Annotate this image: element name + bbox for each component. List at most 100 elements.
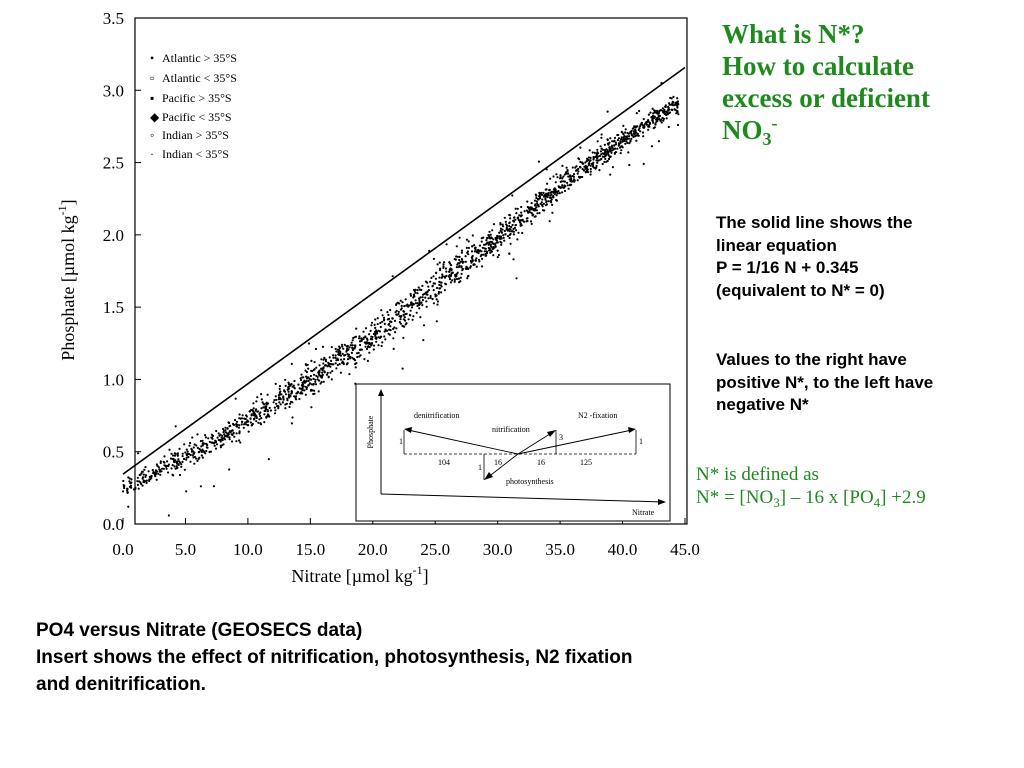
data-point	[509, 237, 511, 239]
data-point	[228, 468, 230, 470]
data-point	[204, 452, 206, 454]
data-point	[370, 324, 372, 326]
data-point	[409, 314, 411, 316]
data-point	[227, 427, 229, 429]
data-point	[154, 471, 156, 473]
data-point	[262, 406, 264, 408]
data-point	[330, 360, 332, 362]
data-point	[403, 311, 405, 313]
data-point	[268, 414, 270, 416]
data-point	[413, 295, 415, 297]
legend-marker: ▫	[150, 71, 154, 85]
data-point	[287, 389, 289, 391]
data-point	[626, 137, 628, 139]
data-point	[201, 449, 203, 451]
data-point	[211, 438, 213, 440]
data-point	[323, 357, 325, 359]
data-point	[595, 167, 597, 169]
data-point	[570, 184, 572, 186]
data-point	[654, 122, 656, 124]
data-point	[517, 232, 519, 234]
data-point	[625, 128, 627, 130]
data-point	[474, 250, 476, 252]
data-point	[504, 233, 506, 235]
data-point	[614, 153, 616, 155]
data-point	[209, 441, 211, 443]
data-point	[613, 145, 615, 147]
data-point	[340, 372, 342, 374]
data-point	[450, 275, 452, 277]
data-point	[583, 169, 585, 171]
data-point	[672, 102, 674, 104]
data-point	[231, 440, 233, 442]
data-point	[521, 219, 523, 221]
explanation-line: (equivalent to N* = 0)	[716, 280, 1021, 303]
data-point	[418, 299, 420, 301]
data-point	[559, 192, 561, 194]
data-point	[291, 416, 293, 418]
data-point	[310, 375, 312, 377]
data-point	[528, 207, 530, 209]
data-point	[509, 217, 511, 219]
data-point	[143, 469, 145, 471]
data-point	[596, 162, 598, 164]
heading-line: How to calculate	[722, 50, 1017, 82]
data-point	[255, 400, 257, 402]
data-point	[174, 455, 176, 457]
data-point	[426, 291, 428, 293]
data-point	[215, 430, 217, 432]
data-point	[126, 492, 128, 494]
data-point	[460, 265, 462, 267]
data-point	[252, 402, 254, 404]
data-point	[590, 165, 592, 167]
data-point	[444, 289, 446, 291]
data-point	[467, 268, 469, 270]
data-point	[485, 239, 487, 241]
x-tick-label: 40.0	[608, 540, 638, 559]
x-tick-label: 20.0	[358, 540, 388, 559]
data-point	[476, 266, 478, 268]
data-point	[361, 338, 363, 340]
data-point	[606, 138, 608, 140]
data-point	[263, 413, 265, 415]
data-point	[329, 356, 331, 358]
explanation-line: positive N*, to the left have	[716, 372, 1021, 395]
data-point	[178, 460, 180, 462]
data-point	[461, 273, 463, 275]
inset-diagram: Phosphate Nitrate denitrification nitrif…	[356, 384, 670, 521]
explanation-line: The solid line shows the	[716, 212, 1021, 235]
data-point	[158, 468, 160, 470]
data-point	[458, 262, 460, 264]
data-point	[448, 275, 450, 277]
data-point	[285, 393, 287, 395]
data-point	[482, 247, 484, 249]
data-point	[520, 223, 522, 225]
data-point	[368, 352, 370, 354]
data-point	[313, 374, 315, 376]
data-point	[213, 442, 215, 444]
data-point	[351, 347, 353, 349]
data-point	[533, 209, 535, 211]
data-point	[458, 259, 460, 261]
data-point	[557, 192, 559, 194]
data-point	[604, 152, 606, 154]
data-point	[321, 376, 323, 378]
data-point	[561, 177, 563, 179]
data-point	[290, 401, 292, 403]
data-point	[255, 410, 257, 412]
data-point	[321, 381, 323, 383]
data-point	[660, 119, 662, 121]
figure-caption: PO4 versus Nitrate (GEOSECS data) Insert…	[36, 617, 632, 698]
x-tick-label: 25.0	[420, 540, 450, 559]
data-point	[499, 222, 501, 224]
data-point	[364, 341, 366, 343]
data-point	[215, 441, 217, 443]
data-point	[327, 362, 329, 364]
data-point	[163, 461, 165, 463]
data-point	[567, 176, 569, 178]
data-point	[596, 153, 598, 155]
data-point	[481, 258, 483, 260]
data-point	[642, 135, 644, 137]
data-point	[307, 384, 309, 386]
data-point	[511, 194, 513, 196]
